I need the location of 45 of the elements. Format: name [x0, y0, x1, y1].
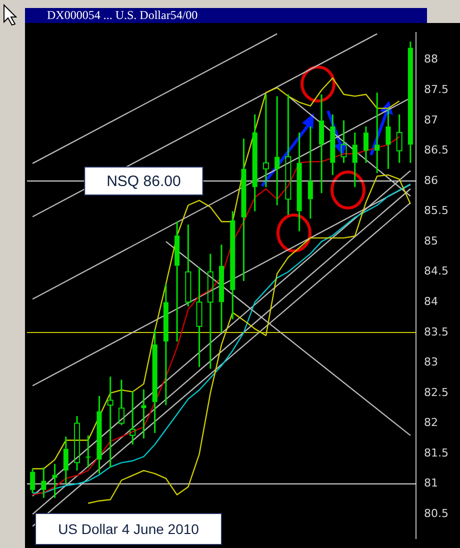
y-tick-label: 80.5: [424, 507, 448, 520]
y-tick-label: 87: [424, 113, 438, 126]
candlestick: [74, 415, 80, 472]
candlestick: [241, 138, 246, 282]
candlestick: [41, 466, 46, 499]
caption-box: US Dollar 4 June 2010: [35, 513, 222, 545]
y-tick-label: 82: [424, 416, 438, 430]
y-tick-label: 88: [424, 52, 438, 66]
candlestick: [130, 390, 136, 446]
y-tick-label: 86: [424, 174, 438, 187]
y-tick-label: 82.5: [424, 386, 448, 399]
chart-title: DX000054 ... U.S. Dollar54/00: [25, 8, 427, 23]
y-tick-label: 83.5: [424, 325, 448, 338]
candlestick: [185, 224, 192, 308]
y-tick-label: 86.5: [424, 144, 448, 157]
candlestick: [152, 328, 158, 434]
y-tick-label: 84: [424, 295, 438, 308]
y-tick-label: 81: [424, 476, 438, 490]
candlestick: [252, 114, 258, 212]
candlestick: [118, 378, 124, 426]
candlestick: [96, 395, 102, 474]
candlestick: [408, 40, 413, 164]
candlestick: [374, 92, 380, 174]
candlestick: [163, 283, 168, 406]
candlestick: [262, 94, 269, 188]
y-tick-label: 85.5: [424, 204, 448, 218]
y-tick-label: 81.5: [424, 446, 448, 460]
y-tick-label: 87.5: [424, 83, 448, 96]
candlestick: [230, 210, 236, 320]
y-tick-label: 85: [424, 234, 438, 248]
candlestick: [174, 220, 180, 342]
candlestick: [141, 388, 146, 440]
candlestick: [386, 108, 391, 170]
candlestick: [52, 463, 58, 499]
candlestick: [30, 468, 36, 494]
candlestick: [107, 376, 114, 468]
candlestick: [63, 436, 68, 485]
candlestick: [396, 114, 402, 164]
y-tick-label: 84.5: [424, 264, 448, 278]
y-tick-label: 83: [424, 356, 438, 369]
candlestick: [219, 244, 224, 334]
candlestick: [196, 266, 202, 368]
candlestick: [207, 252, 214, 370]
ref-line-label: NSQ 86.00: [106, 173, 181, 190]
candlestick: [86, 434, 91, 468]
